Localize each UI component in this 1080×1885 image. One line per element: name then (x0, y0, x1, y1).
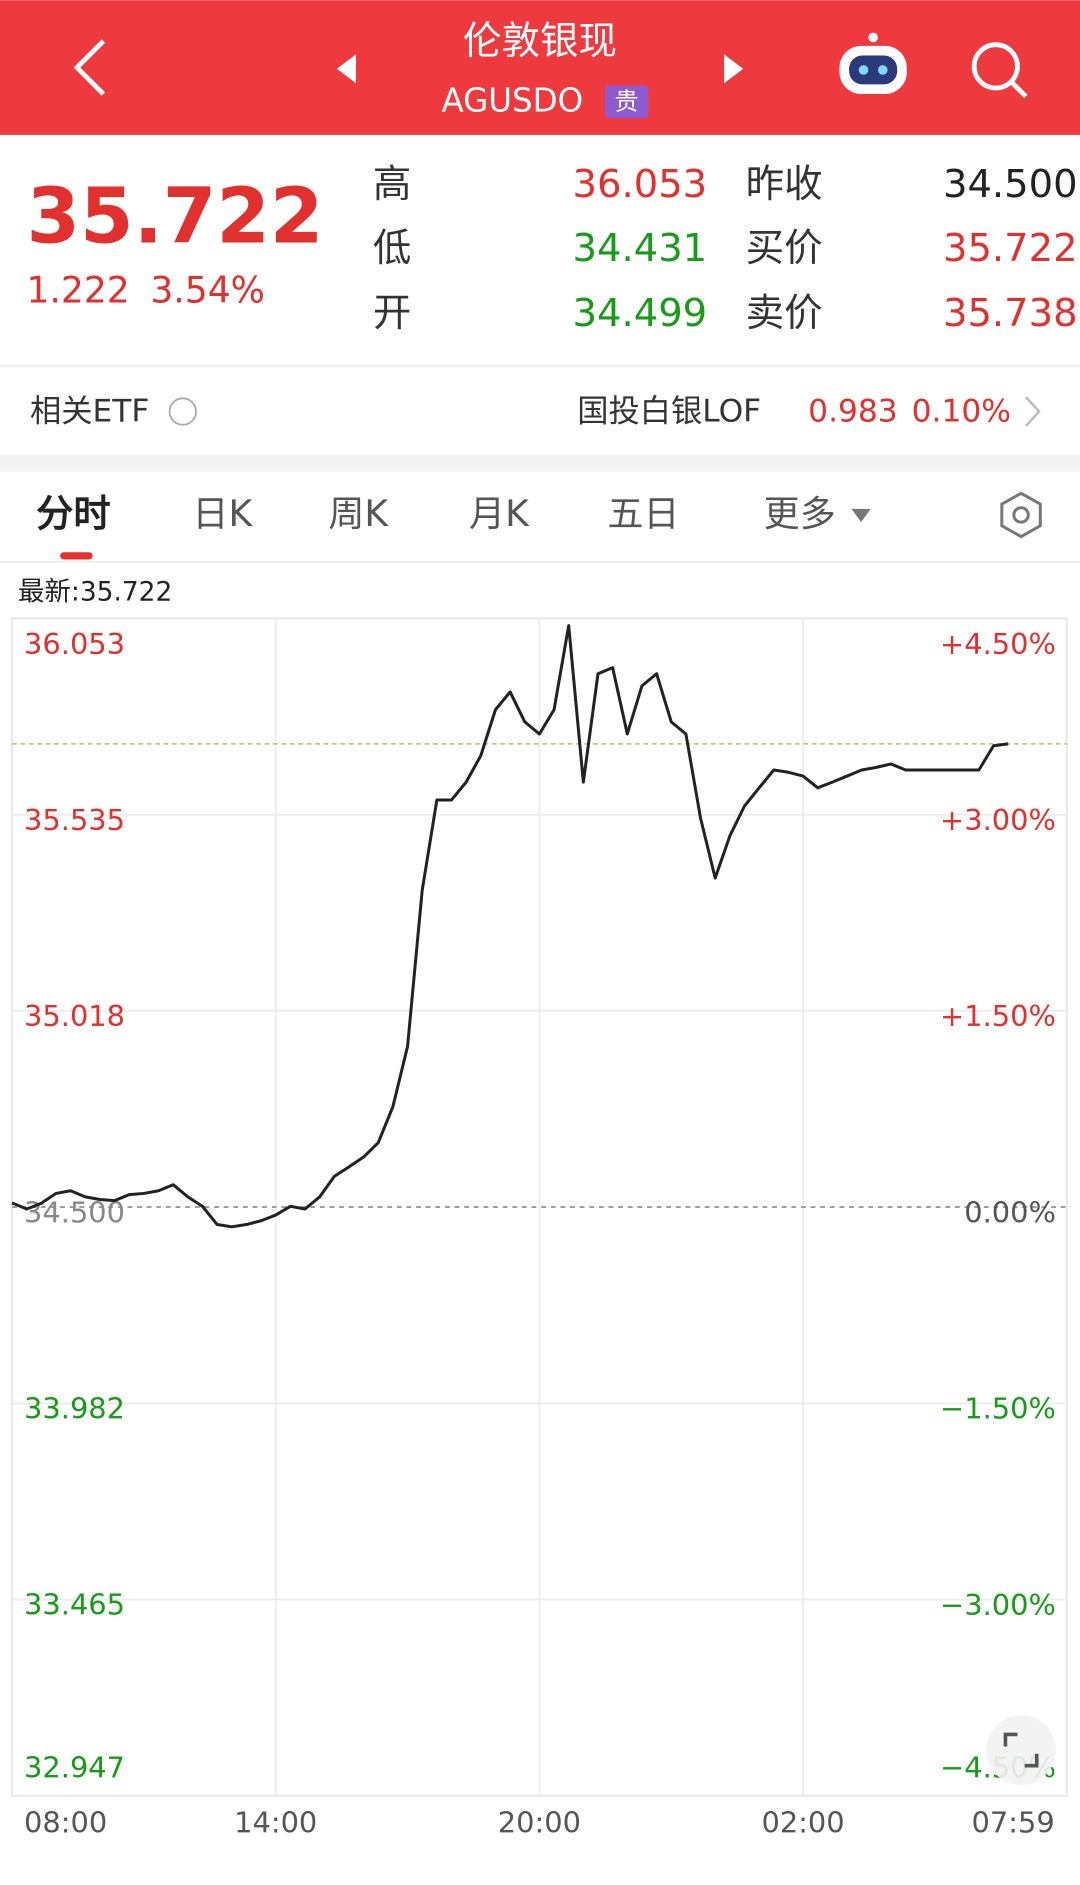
latest-label: 最新:35.722 (18, 577, 172, 608)
next-button[interactable] (724, 54, 744, 84)
etf-change: 0.10% (912, 394, 1011, 430)
stat-label: 昨收 (746, 162, 823, 207)
x-tick-label: 20:00 (498, 1806, 581, 1840)
etf-row[interactable]: 相关ETF 国投白银LOF 0.983 0.10% (30, 394, 1041, 430)
x-tick-label: 02:00 (761, 1806, 844, 1840)
y-tick-label: 36.053 (24, 627, 125, 661)
y-tick-label: 35.018 (24, 999, 125, 1033)
etf-label: 相关ETF (30, 394, 149, 430)
last-price: 35.722 (26, 172, 323, 261)
stat-value: 34.431 (573, 226, 708, 271)
fullscreen-button[interactable] (986, 1715, 1056, 1785)
tab[interactable]: 月K (469, 493, 530, 535)
section-gap (0, 454, 1080, 472)
stat-label: 低 (373, 226, 411, 271)
y2-tick-label: +3.00% (940, 803, 1056, 837)
search-lens (971, 42, 1020, 91)
fullscreen-bg (986, 1715, 1056, 1785)
fullscreen-icon (1003, 1732, 1039, 1768)
robot-icon[interactable] (839, 32, 907, 95)
robot-eye (877, 65, 888, 75)
x-tick-label: 07:59 (972, 1806, 1055, 1840)
price-change-pct: 3.54% (150, 269, 265, 311)
robot-antenna (868, 32, 878, 43)
stat-label: 买价 (746, 226, 823, 271)
y-tick-label: 35.535 (24, 803, 125, 837)
y2-tick-label: 0.00% (964, 1195, 1056, 1229)
settings-dot (1012, 506, 1030, 524)
stat-label: 高 (373, 162, 411, 207)
stat-value: 35.722 (943, 226, 1078, 271)
price-change: 1.222 (26, 269, 129, 311)
stat-value: 34.500 (943, 162, 1078, 207)
chart: 08:00 14:00 20:00 02:00 07:59 36.053 35.535 35.… (11, 617, 1068, 1840)
stat-label: 开 (373, 291, 411, 336)
settings-button[interactable] (1000, 491, 1042, 539)
robot-face (849, 55, 898, 85)
header-code: AGUSDO (441, 81, 583, 119)
y2-tick-label: −3.00% (940, 1588, 1056, 1622)
x-tick-label: 08:00 (24, 1806, 107, 1840)
tab-indicator (60, 552, 93, 560)
back-button[interactable] (73, 39, 106, 96)
tab-active[interactable]: 分时 (36, 492, 111, 536)
x-tick-label: 14:00 (234, 1806, 317, 1840)
stat-label: 卖价 (746, 291, 823, 336)
price-line (11, 624, 1009, 1229)
etf-name: 国投白银LOF (577, 394, 761, 430)
y-tick-label: 32.947 (24, 1750, 125, 1784)
dropdown-arrow (851, 508, 871, 523)
stat-value: 35.738 (943, 291, 1078, 336)
stat-value: 34.499 (573, 291, 708, 336)
prev-button[interactable] (336, 54, 356, 84)
etf-price: 0.983 (808, 394, 897, 430)
search-handle (1009, 80, 1028, 99)
header-title: 伦敦银现 (463, 19, 617, 64)
stat-value: 36.053 (573, 162, 708, 207)
tab[interactable]: 周K (328, 493, 389, 535)
y-tick-label: 33.465 (24, 1588, 125, 1622)
help-icon (168, 397, 197, 426)
robot-eye (858, 65, 869, 75)
y2-tick-label: −1.50% (940, 1392, 1056, 1426)
y-tick-label: 33.982 (24, 1392, 125, 1426)
tab[interactable]: 五日 (607, 493, 679, 535)
badge: 贵 (615, 87, 639, 115)
y2-tick-label: +1.50% (940, 999, 1056, 1033)
badge-bg (604, 85, 649, 119)
y2-tick-label: +4.50% (940, 627, 1056, 661)
chevron (1024, 396, 1041, 427)
search-button[interactable] (971, 42, 1028, 99)
tab[interactable]: 更多 (764, 493, 836, 535)
tab[interactable]: 日K (192, 493, 253, 535)
